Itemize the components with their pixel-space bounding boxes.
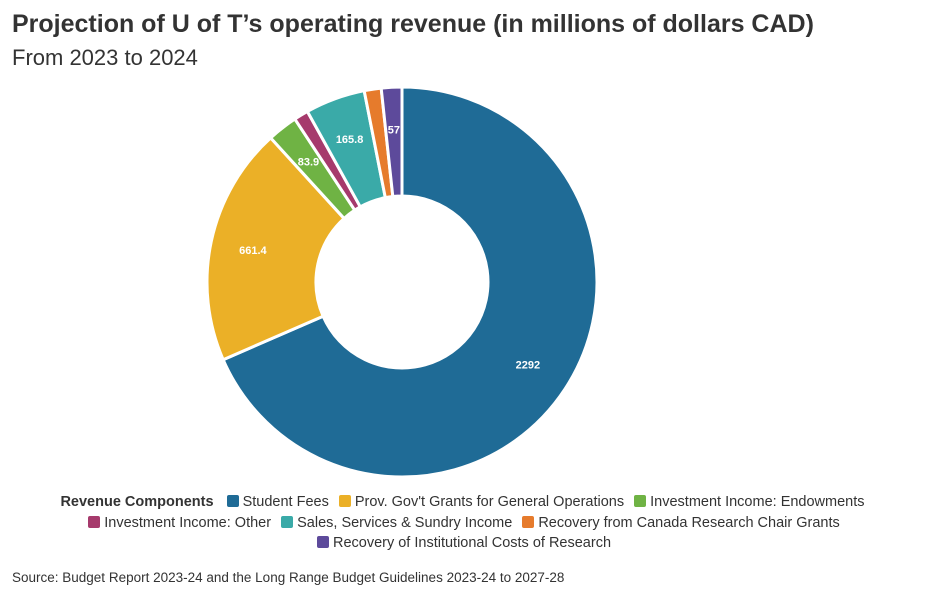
legend-swatch bbox=[338, 495, 351, 507]
chart-title: Projection of U of T’s operating revenue… bbox=[12, 10, 814, 38]
slice-institutional-costs[interactable] bbox=[379, 85, 404, 198]
legend-swatch bbox=[88, 515, 101, 528]
legend-item-prov-grants[interactable]: Prov. Gov't Grants for General Operation… bbox=[338, 492, 625, 513]
legend-row-2: Investment Income: Other Sales, Services… bbox=[0, 513, 928, 534]
data-label-student-fees: 2292 bbox=[516, 360, 540, 372]
legend-swatch bbox=[281, 515, 294, 528]
legend-label: Student Fees bbox=[242, 494, 329, 510]
slice-prov-grants[interactable] bbox=[205, 136, 346, 362]
donut-labels: 2292 661.4 83.9 165.8 57 bbox=[239, 125, 540, 372]
legend-swatch bbox=[522, 515, 535, 528]
legend-swatch bbox=[634, 495, 647, 507]
legend-item-institutional-costs[interactable]: Recovery of Institutional Costs of Resea… bbox=[316, 533, 612, 554]
legend-item-canada-research-chair[interactable]: Recovery from Canada Research Chair Gran… bbox=[522, 513, 840, 534]
data-label-institutional-costs: 57 bbox=[388, 125, 400, 137]
legend-swatch bbox=[226, 495, 239, 507]
legend-swatch bbox=[316, 536, 329, 548]
legend-label: Prov. Gov't Grants for General Operation… bbox=[354, 494, 625, 510]
legend-title: Revenue Components bbox=[60, 494, 214, 510]
legend: Revenue Components Student Fees Prov. Go… bbox=[0, 492, 928, 554]
legend-label: Recovery of Institutional Costs of Resea… bbox=[332, 535, 612, 551]
legend-item-sales-services[interactable]: Sales, Services & Sundry Income bbox=[281, 513, 512, 534]
legend-row-1: Revenue Components Student Fees Prov. Go… bbox=[0, 492, 928, 513]
slice-student-fees[interactable] bbox=[221, 85, 599, 479]
legend-label: Recovery from Canada Research Chair Gran… bbox=[538, 514, 840, 531]
legend-label: Sales, Services & Sundry Income bbox=[297, 514, 513, 531]
legend-label: Investment Income: Endowments bbox=[650, 494, 865, 510]
legend-label: Investment Income: Other bbox=[104, 514, 272, 531]
donut-chart: 2292 661.4 83.9 165.8 57 bbox=[205, 85, 599, 479]
legend-row-3: Recovery of Institutional Costs of Resea… bbox=[0, 533, 928, 554]
legend-item-investment-endowments[interactable]: Investment Income: Endowments bbox=[634, 492, 865, 513]
data-label-investment-endowments: 83.9 bbox=[298, 157, 319, 169]
legend-item-student-fees[interactable]: Student Fees bbox=[226, 492, 329, 513]
data-label-prov-grants: 661.4 bbox=[239, 245, 267, 257]
data-label-sales-services: 165.8 bbox=[336, 134, 364, 146]
source-note: Source: Budget Report 2023-24 and the Lo… bbox=[12, 570, 565, 585]
chart-subtitle: From 2023 to 2024 bbox=[12, 45, 198, 70]
donut-slices bbox=[205, 85, 599, 479]
legend-item-investment-other[interactable]: Investment Income: Other bbox=[88, 513, 271, 534]
